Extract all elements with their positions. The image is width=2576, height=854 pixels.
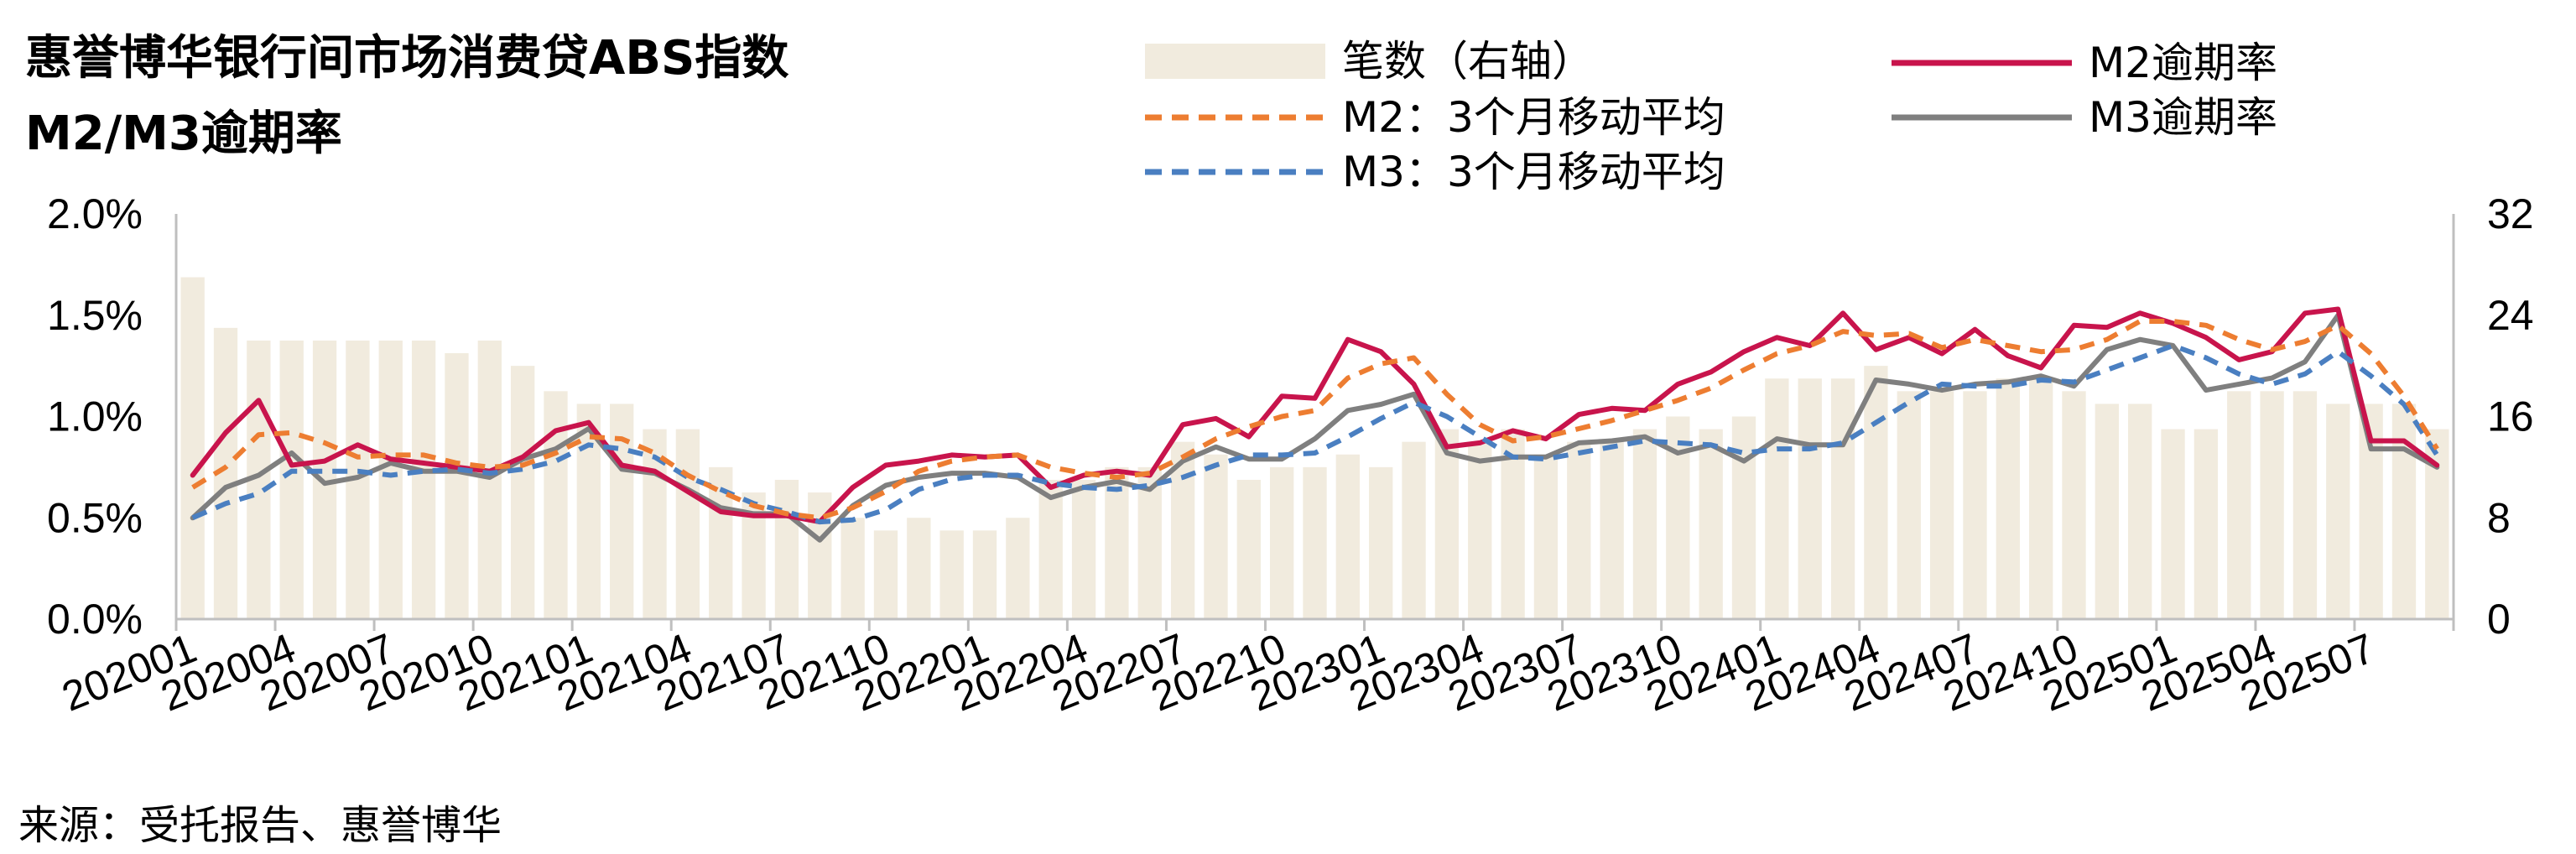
bar-202211 (1303, 466, 1327, 619)
chart-title: 惠誉博华银行间市场消费贷ABS指数 (25, 31, 788, 86)
bar-202202 (1006, 518, 1030, 619)
axes (174, 214, 2455, 631)
bar-202508 (2391, 404, 2417, 619)
bar-202110 (873, 530, 898, 619)
y-left-tick-label: 2.0% (47, 190, 143, 237)
source-note: 来源：受托报告、惠誉博华 (18, 802, 502, 849)
bar-202204 (1071, 479, 1096, 619)
bar-202312 (1731, 416, 1756, 619)
legend-bars-swatch (1145, 44, 1325, 79)
bar-202411 (2095, 404, 2120, 619)
bar-202201 (972, 530, 997, 619)
bar-202206 (1137, 466, 1162, 619)
bar-202311 (1699, 429, 1723, 619)
bar-202107 (774, 479, 799, 619)
bar-202412 (2128, 404, 2152, 619)
bar-202502 (2194, 429, 2219, 619)
y-left-tick-label: 0.0% (47, 596, 143, 643)
y-left-tick-label: 1.5% (47, 292, 143, 339)
y-left-tick-label: 1.0% (47, 393, 143, 440)
chart-subtitle: M2/M3逾期率 (25, 107, 342, 161)
legend-m3-avg-label: M3：3个月移动平均 (1342, 148, 1725, 196)
bar-202104 (675, 429, 700, 619)
bars-series (180, 277, 2449, 619)
bar-202409 (2028, 378, 2053, 619)
y-left-tick-label: 0.5% (47, 494, 143, 541)
bar-202205 (1105, 466, 1129, 619)
series-m3-avg-line (191, 343, 2439, 525)
bar-202506 (2326, 404, 2350, 619)
bar-202304 (1468, 441, 1492, 619)
series-m2-line (190, 306, 2440, 525)
bar-202505 (2292, 391, 2318, 619)
bar-202111 (907, 518, 931, 619)
bar-202309 (1632, 429, 1657, 619)
bar-202008 (411, 340, 436, 619)
y-right-tick-label: 16 (2487, 393, 2534, 440)
bar-202011 (510, 366, 535, 619)
bar-202209 (1236, 479, 1261, 619)
legend: 笔数（右轴） M2：3个月移动平均 M3：3个月移动平均 M2逾期率 M3逾期率 (1145, 37, 2277, 196)
bar-202001 (180, 277, 205, 619)
bar-202307 (1567, 441, 1591, 619)
y-right-tick-label: 24 (2487, 292, 2534, 339)
bar-202004 (279, 340, 304, 619)
bar-202503 (2227, 391, 2251, 619)
bar-202009 (445, 353, 469, 619)
bar-202102 (610, 404, 634, 619)
y-right-tick-label: 0 (2487, 596, 2511, 643)
bar-202303 (1434, 429, 1460, 619)
bar-202403 (1830, 378, 1855, 619)
bar-202501 (2161, 429, 2185, 619)
bar-202302 (1402, 441, 1426, 619)
bar-202208 (1204, 454, 1228, 619)
bar-202504 (2260, 391, 2284, 619)
y-right-tick-label: 32 (2487, 190, 2534, 237)
bar-202012 (544, 391, 568, 619)
bar-202207 (1170, 441, 1195, 619)
bar-202203 (1038, 479, 1063, 619)
bar-202408 (1996, 378, 2020, 619)
bar-202410 (2062, 391, 2086, 619)
bar-202402 (1798, 378, 1822, 619)
bar-202404 (1864, 366, 1888, 619)
series-m2-avg-line (191, 319, 2439, 521)
legend-bars-label: 笔数（右轴） (1342, 37, 1594, 86)
bar-202305 (1501, 429, 1525, 619)
bar-202301 (1369, 466, 1393, 619)
bar-202212 (1335, 454, 1361, 619)
legend-m3-label: M3逾期率 (2089, 93, 2277, 142)
bar-202306 (1533, 454, 1559, 619)
legend-m2-avg-label: M2：3个月移动平均 (1342, 93, 1725, 142)
bar-202406 (1929, 391, 1954, 619)
bar-202401 (1765, 378, 1789, 619)
bar-202210 (1269, 466, 1294, 619)
bar-202007 (378, 340, 403, 619)
line-series (190, 306, 2440, 543)
bar-202308 (1600, 441, 1624, 619)
bar-202109 (840, 518, 865, 619)
bar-202407 (1963, 391, 1987, 619)
bar-202405 (1897, 391, 1921, 619)
legend-m2-label: M2逾期率 (2089, 39, 2277, 87)
bar-202112 (939, 530, 964, 619)
y-right-tick-label: 8 (2487, 494, 2511, 541)
